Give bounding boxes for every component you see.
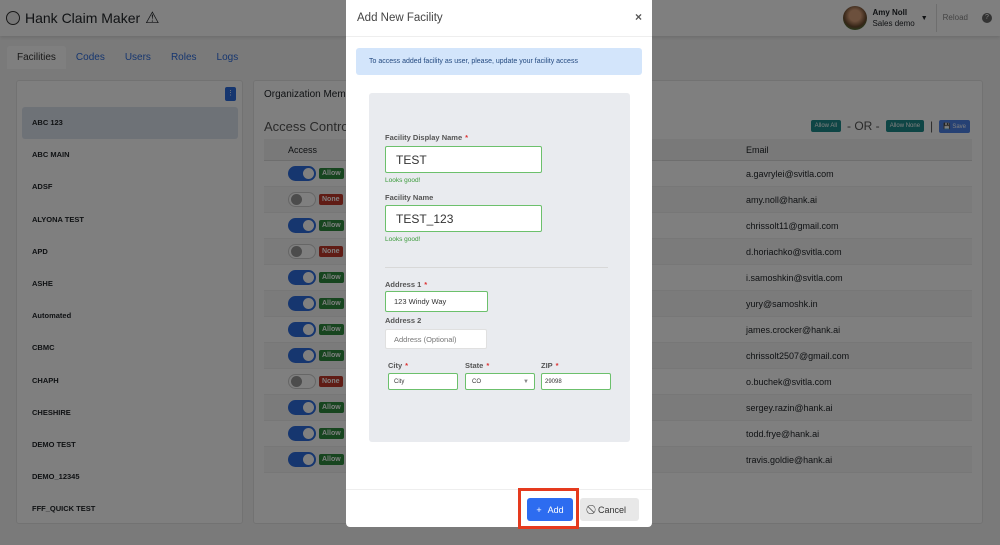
- cancel-label: Cancel: [597, 504, 626, 515]
- address1-input[interactable]: 123 Windy Way: [385, 291, 488, 312]
- divider: [385, 267, 608, 268]
- address1-label: Address 1 *: [385, 280, 428, 289]
- cancel-button[interactable]: ⃠Cancel: [580, 498, 639, 521]
- facility-form: Facility Display Name * TEST Looks good! …: [369, 93, 630, 442]
- plus-icon: +: [536, 504, 542, 515]
- state-value: CO: [472, 378, 481, 385]
- valid-feedback: Looks good!: [385, 236, 421, 243]
- address2-input[interactable]: Address (Optional): [385, 329, 487, 349]
- facility-name-label: Facility Name: [385, 193, 434, 202]
- chevron-down-icon: ▼: [523, 378, 529, 385]
- address2-label: Address 2: [385, 316, 422, 325]
- valid-feedback: Looks good!: [385, 177, 421, 184]
- modal-title: Add New Facility: [357, 12, 443, 24]
- add-facility-modal: Add New Facility × To access added facil…: [346, 0, 652, 529]
- add-button[interactable]: + Add: [527, 498, 573, 521]
- modal-footer: + Add ⃠Cancel: [346, 488, 652, 529]
- add-label: Add: [547, 504, 564, 515]
- zip-label: ZIP *: [541, 361, 559, 370]
- display-name-input[interactable]: TEST: [385, 146, 542, 173]
- highlight-box: [518, 488, 579, 529]
- facility-name-input[interactable]: TEST_123: [385, 205, 542, 232]
- display-name-label: Facility Display Name *: [385, 133, 469, 142]
- city-label: City *: [388, 361, 409, 370]
- close-icon[interactable]: ×: [634, 10, 642, 24]
- zip-input[interactable]: 29098: [541, 373, 611, 390]
- city-input[interactable]: City: [388, 373, 458, 390]
- state-label: State *: [465, 361, 490, 370]
- info-alert: To access added facility as user, please…: [356, 48, 642, 75]
- state-select[interactable]: CO ▼: [465, 373, 535, 390]
